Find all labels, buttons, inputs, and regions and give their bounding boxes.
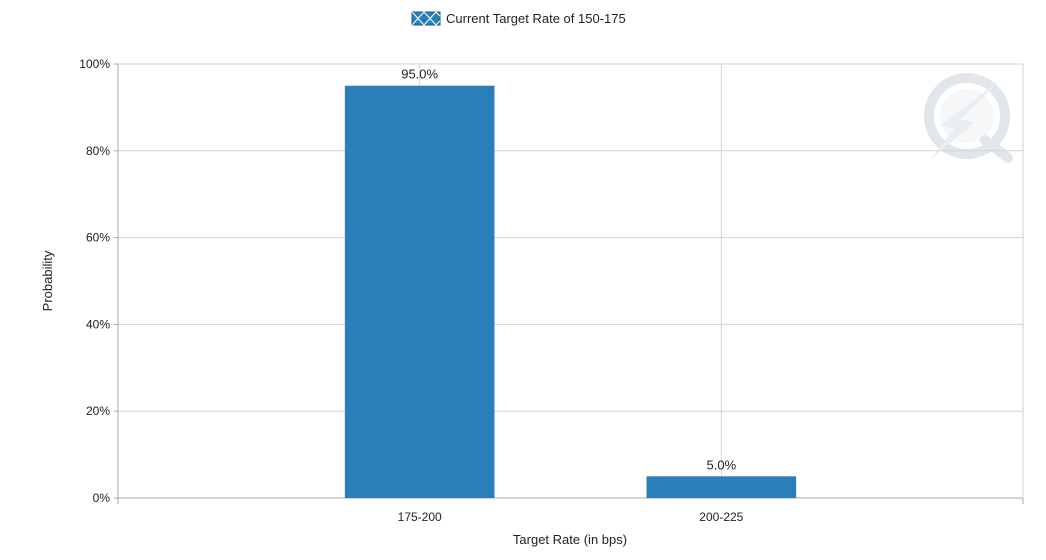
legend: Current Target Rate of 150-175: [411, 11, 626, 26]
x-axis-title: Target Rate (in bps): [513, 532, 627, 547]
y-tick-label: 40%: [86, 317, 110, 331]
axes: [114, 63, 1024, 504]
y-tick-label: 80%: [86, 144, 110, 158]
grid: [118, 63, 1023, 498]
data-labels: 95.0% 5.0%: [401, 67, 736, 473]
legend-swatch-pattern: [411, 11, 441, 26]
y-tick-label: 60%: [86, 231, 110, 245]
data-label: 5.0%: [707, 457, 737, 472]
x-tick-labels: 175-200 200-225: [398, 510, 744, 524]
quikstrike-q-logo-icon: [924, 73, 1013, 163]
legend-label: Current Target Rate of 150-175: [446, 11, 626, 26]
y-tick-label: 0%: [93, 491, 111, 505]
bar-200-225: [646, 476, 797, 498]
bars: [344, 85, 797, 498]
y-tick-label: 20%: [86, 404, 110, 418]
y-axis-title: Probability: [40, 250, 55, 311]
x-tick-label: 175-200: [398, 510, 442, 524]
x-tick-label: 200-225: [699, 510, 743, 524]
bar-175-200: [344, 85, 495, 498]
y-tick-label: 100%: [79, 57, 110, 71]
data-label: 95.0%: [401, 67, 438, 82]
y-tick-labels: 0% 20% 40% 60% 80% 100%: [79, 57, 110, 505]
